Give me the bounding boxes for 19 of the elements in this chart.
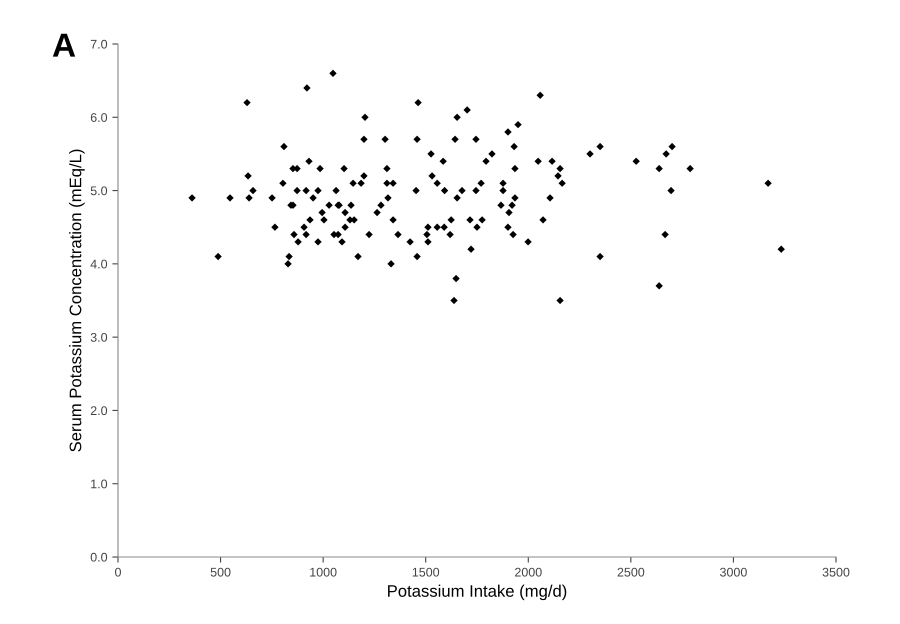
x-tick-label: 500 xyxy=(210,568,231,577)
x-tick-label: 1500 xyxy=(412,568,440,577)
y-tick-label: 0.0 xyxy=(90,552,108,562)
y-tick-label: 1.0 xyxy=(91,480,108,488)
x-axis-title: Potassium Intake (mg/d) xyxy=(388,584,566,600)
x-tick-label: 3000 xyxy=(720,568,747,577)
x-tick-label: 0 xyxy=(115,568,121,577)
y-tick-label: 2.0 xyxy=(90,406,108,416)
y-tick-label: 4.0 xyxy=(90,260,108,269)
y-axis-title: Serum Potassium Concentration (mEq/L) xyxy=(69,150,85,452)
y-tick-label: 6.0 xyxy=(90,113,108,122)
y-tick-label: 3.0 xyxy=(90,332,108,342)
x-tick-label: 3500 xyxy=(822,568,850,577)
chart-title: A xyxy=(52,34,76,57)
y-tick-label: 5.0 xyxy=(90,186,108,196)
x-tick-label: 2500 xyxy=(618,568,644,577)
x-tick-label: 2000 xyxy=(515,568,542,577)
y-tick-label: 7.0 xyxy=(90,40,108,49)
x-tick-label: 1000 xyxy=(310,568,337,577)
